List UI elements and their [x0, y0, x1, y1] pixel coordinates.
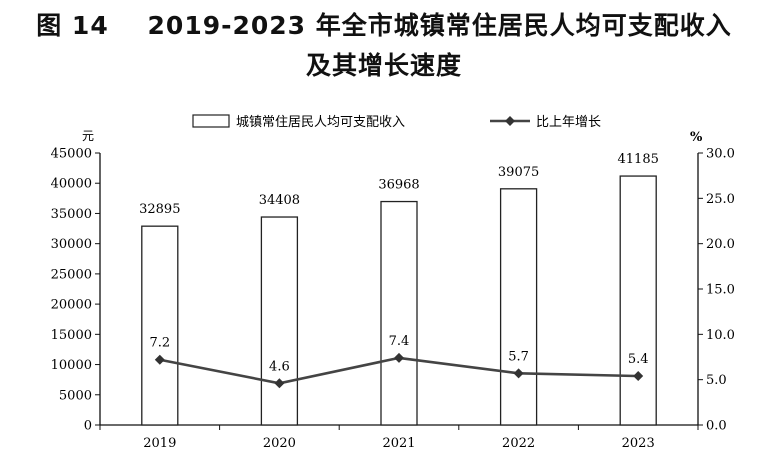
- chart-title-line2: 及其增长速度: [305, 51, 462, 80]
- bar: [499, 188, 538, 426]
- legend-bar-label: 城镇常住居民人均可支配收入: [236, 115, 405, 130]
- legend-bar-swatch: [192, 114, 230, 128]
- right-axis-tick-label: 25.0: [706, 192, 735, 207]
- line-point: [633, 371, 644, 382]
- left-axis-tick-label: 15000: [51, 328, 92, 343]
- bar-data-label: 34408: [259, 193, 300, 208]
- bar: [619, 175, 657, 426]
- line-data-label: 5.4: [628, 352, 649, 367]
- left-axis-tick-label: 40000: [51, 177, 92, 192]
- bar-data-label: 39075: [498, 165, 539, 180]
- right-axis-tick-label: 0.0: [706, 419, 727, 434]
- right-axis-tick-label: 20.0: [706, 237, 735, 252]
- right-axis-tick-label: 15.0: [706, 283, 735, 298]
- line-data-label: 7.2: [149, 336, 170, 351]
- x-axis-tick-label: 2019: [143, 436, 176, 451]
- line-point: [513, 368, 524, 379]
- x-axis-tick-label: 2020: [263, 436, 296, 451]
- legend: 城镇常住居民人均可支配收入 比上年增长: [192, 114, 601, 130]
- left-axis-unit: 元: [82, 129, 94, 143]
- left-axis-tick-label: 25000: [51, 267, 92, 282]
- left-axis-tick-label: 30000: [51, 237, 92, 252]
- right-axis-tick-label: 10.0: [706, 328, 735, 343]
- bar: [380, 200, 418, 426]
- x-axis-tick-label: 2021: [382, 436, 415, 451]
- bar-data-label: 32895: [139, 202, 180, 217]
- legend-line-marker: [505, 116, 515, 126]
- right-axis-tick-label: 5.0: [706, 373, 727, 388]
- bar: [260, 216, 299, 426]
- line-data-label: 5.7: [508, 349, 529, 364]
- legend-line-label: 比上年增长: [536, 115, 601, 130]
- left-axis-tick-label: 45000: [51, 147, 92, 162]
- left-axis-tick-label: 5000: [59, 388, 92, 403]
- line-point: [154, 354, 165, 365]
- line-point: [394, 352, 404, 363]
- chart-title-line1: 图 14 2019-2023 年全市城镇常住居民人均可支配收入: [36, 11, 732, 40]
- bar-data-label: 41185: [618, 152, 659, 167]
- bar-data-label: 36968: [378, 178, 419, 193]
- x-axis-tick-label: 2022: [502, 436, 535, 451]
- left-axis-tick-label: 20000: [51, 298, 92, 313]
- line-point: [274, 378, 285, 389]
- right-axis-tick-label: 30.0: [706, 147, 735, 162]
- line-data-label: 7.4: [389, 334, 410, 349]
- line-data-label: 4.6: [269, 359, 290, 374]
- x-axis-tick-label: 2023: [622, 436, 655, 451]
- left-axis-tick-label: 0: [84, 419, 92, 434]
- left-axis-tick-label: 35000: [51, 207, 92, 222]
- right-axis-unit: %: [690, 130, 703, 145]
- left-axis-tick-label: 10000: [51, 358, 92, 373]
- bar: [141, 225, 179, 426]
